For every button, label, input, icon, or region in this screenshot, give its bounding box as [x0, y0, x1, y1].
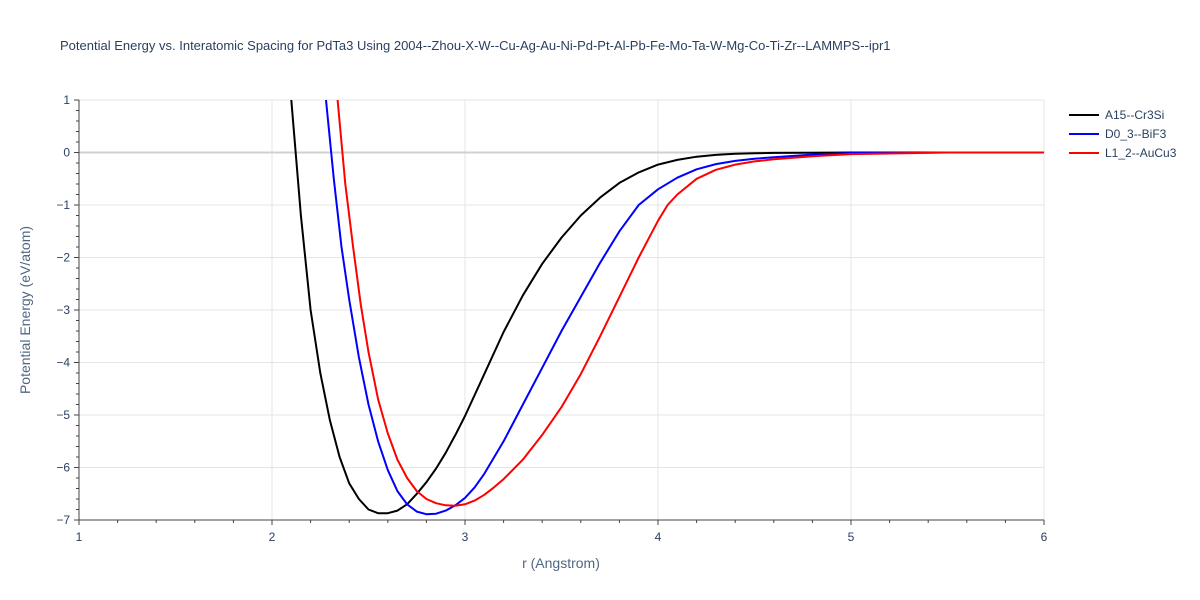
- x-tick-label: 2: [269, 530, 276, 544]
- y-tick-label: −7: [56, 513, 70, 527]
- series-line-l1-2-aucu3[interactable]: [336, 100, 1044, 507]
- x-axis-title: r (Angstrom): [522, 555, 600, 571]
- y-tick-label: −5: [56, 408, 70, 422]
- x-tick-label: 6: [1041, 530, 1048, 544]
- legend-label: L1_2--AuCu3: [1105, 146, 1177, 160]
- y-axis-title: Potential Energy (eV/atom): [17, 226, 33, 394]
- legend-label: D0_3--BiF3: [1105, 127, 1167, 141]
- series-line-d0-3-bif3[interactable]: [325, 100, 1044, 516]
- legend-item[interactable]: L1_2--AuCu3: [1069, 146, 1177, 160]
- y-tick-label: −3: [56, 303, 70, 317]
- legend-item[interactable]: D0_3--BiF3: [1069, 127, 1167, 141]
- y-tick-label: −4: [56, 356, 70, 370]
- legend[interactable]: A15--Cr3Si D0_3--BiF3 L1_2--AuCu3: [1069, 108, 1177, 160]
- y-tick-label: −1: [56, 198, 70, 212]
- series-line-a15-cr3si[interactable]: [290, 100, 1044, 515]
- legend-label: A15--Cr3Si: [1105, 108, 1164, 122]
- x-tick-label: 4: [655, 530, 662, 544]
- y-tick-label: −6: [56, 461, 70, 475]
- x-tick-label: 3: [462, 530, 469, 544]
- y-tick-labels: 1 0 −1 −2 −3 −4 −5 −6 −7: [56, 93, 70, 527]
- x-tick-label: 5: [848, 530, 855, 544]
- x-tick-label: 1: [76, 530, 83, 544]
- axes: [74, 99, 1045, 525]
- y-tick-label: 0: [63, 146, 70, 160]
- y-tick-label: 1: [63, 93, 70, 107]
- plot-area: [290, 100, 1044, 516]
- x-tick-labels: 1 2 3 4 5 6: [76, 530, 1048, 544]
- y-tick-label: −2: [56, 251, 70, 265]
- legend-item[interactable]: A15--Cr3Si: [1069, 108, 1164, 122]
- grid: [78, 99, 1045, 521]
- chart-title: Potential Energy vs. Interatomic Spacing…: [60, 38, 891, 53]
